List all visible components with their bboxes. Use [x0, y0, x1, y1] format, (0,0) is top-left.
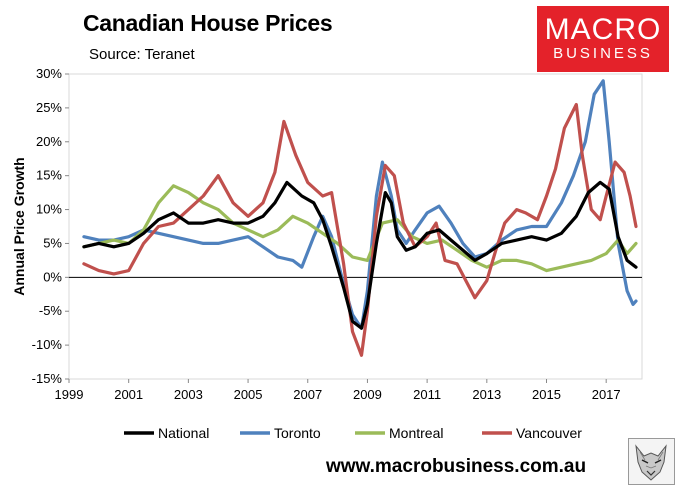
- x-tick-label: 1999: [55, 387, 84, 402]
- y-tick-label: 15%: [36, 168, 62, 183]
- y-tick-label: -10%: [32, 337, 63, 352]
- x-tick-label: 2015: [532, 387, 561, 402]
- source-caption: Source: Teranet: [89, 46, 195, 63]
- x-tick-label: 2001: [114, 387, 143, 402]
- logo-line-1: MACRO: [544, 13, 662, 46]
- x-tick-label: 2009: [353, 387, 382, 402]
- y-tick-label: 30%: [36, 66, 62, 81]
- x-tick-label: 2003: [174, 387, 203, 402]
- macro-business-logo: MACRO BUSINESS: [537, 6, 669, 72]
- y-tick-label: -5%: [39, 303, 63, 318]
- y-tick-label: -15%: [32, 371, 63, 386]
- series-line-montreal: [82, 184, 638, 273]
- y-tick-label: 5%: [43, 235, 62, 250]
- footer-url: www.macrobusiness.com.au: [326, 456, 587, 477]
- x-tick-label: 2011: [413, 387, 441, 402]
- legend-label-national: National: [158, 425, 209, 441]
- y-tick-label: 20%: [36, 134, 62, 149]
- legend-label-vancouver: Vancouver: [516, 425, 582, 441]
- legend-label-toronto: Toronto: [274, 425, 321, 441]
- y-axis-label: Annual Price Growth: [11, 157, 27, 295]
- y-tick-label: 25%: [36, 100, 62, 115]
- series-line-national: [82, 180, 638, 330]
- plot-area: [68, 73, 643, 380]
- logo-line-2: BUSINESS: [553, 45, 653, 62]
- y-tick-label: 10%: [36, 202, 62, 217]
- x-tick-label: 2005: [234, 387, 263, 402]
- x-tick-label: 2017: [592, 387, 621, 402]
- series-line-toronto: [82, 79, 638, 330]
- x-tick-label: 2007: [293, 387, 322, 402]
- wolf-logo-icon: [628, 438, 675, 485]
- page-title: Canadian House Prices: [83, 10, 333, 36]
- x-tick-label: 2013: [472, 387, 501, 402]
- house-price-chart: -15% -10% -5% 0% 5% 10% 15% 20% 25% 30% 1999 2001 20…: [11, 66, 643, 441]
- series-line-vancouver: [82, 102, 638, 357]
- y-tick-label: 0%: [43, 269, 62, 284]
- legend-label-montreal: Montreal: [389, 425, 443, 441]
